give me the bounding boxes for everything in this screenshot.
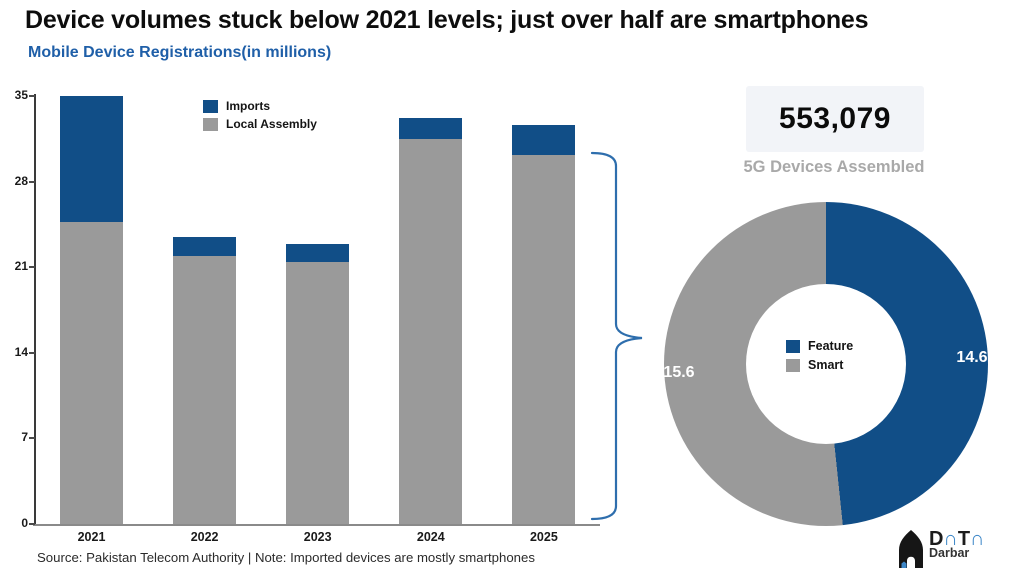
x-axis-label-2025: 2025	[529, 530, 558, 544]
logo-wordmark: D∩T∩	[929, 529, 985, 549]
logo-letter-t: T	[957, 528, 971, 550]
stat-value: 553,079	[779, 102, 891, 135]
bar-2023-local-assembly	[286, 262, 350, 524]
legend-row-feature: Feature	[786, 339, 853, 353]
imports-swatch	[203, 99, 218, 113]
local-assembly-swatch	[203, 117, 218, 131]
bar-2025-local-assembly	[512, 154, 576, 524]
bar-2023-imports	[286, 243, 350, 263]
bar-2024-imports	[399, 118, 463, 139]
bar-2021-local-assembly	[60, 221, 123, 524]
y-tick-label: 35	[14, 88, 28, 102]
y-axis	[34, 94, 36, 526]
source-note: Source: Pakistan Telecom Authority | Not…	[37, 550, 535, 565]
y-tick-label: 0	[21, 516, 28, 530]
bar-2022-local-assembly	[173, 256, 237, 524]
feature-value-label: 14.6	[956, 349, 988, 366]
bar-2022-imports	[173, 236, 237, 257]
bar-chart: 0 7 14 21 28 35 2021 2022 2023 2024 2025 Imports …	[14, 88, 600, 544]
y-tick-label: 28	[14, 173, 28, 188]
smart-legend-label: Smart	[808, 358, 844, 372]
imports-legend-label: Imports	[226, 99, 271, 113]
x-axis-label-2024: 2024	[416, 530, 445, 544]
stat-label: 5G Devices Assembled	[743, 158, 925, 176]
shrine-dome-icon	[899, 530, 923, 568]
x-axis-label-2023: 2023	[303, 530, 332, 544]
donut-hole	[746, 284, 906, 444]
bar-chart-legend: Imports Local Assembly	[203, 99, 317, 131]
y-tick-mark	[29, 95, 35, 97]
stat-box: 553,079	[746, 86, 924, 152]
x-axis	[33, 524, 600, 526]
logo-arch-icon: ∩	[943, 528, 958, 550]
page-title: Device volumes stuck below 2021 levels; …	[25, 6, 869, 34]
feature-legend-label: Feature	[808, 339, 854, 353]
smart-swatch	[786, 358, 800, 372]
x-axis-label-2022: 2022	[190, 530, 219, 544]
y-tick-mark	[29, 351, 35, 354]
donut-legend: Feature Smart	[786, 339, 853, 372]
donut-chart: 14.6 15.6 Feature Smart	[663, 202, 988, 526]
y-tick-mark	[29, 266, 35, 269]
logo-line2: Darbar	[929, 546, 970, 560]
bar-2024-local-assembly	[399, 138, 463, 524]
local-assembly-legend-label: Local Assembly	[226, 117, 317, 131]
y-tick-mark	[29, 437, 35, 440]
legend-row-local-assembly: Local Assembly	[203, 117, 317, 131]
y-tick-mark	[29, 523, 35, 525]
y-tick-mark	[29, 180, 35, 183]
bar-2021-imports	[60, 96, 123, 222]
logo-letter-d: D	[929, 528, 944, 550]
x-axis-label-2021: 2021	[77, 530, 106, 544]
bar-2025-imports	[512, 125, 576, 155]
y-tick-label: 7	[21, 430, 28, 445]
y-tick-label: 21	[14, 259, 28, 274]
legend-row-imports: Imports	[203, 99, 317, 113]
logo-arch-icon: ∩	[970, 528, 985, 550]
data-darbar-logo: D∩T∩ Darbar	[896, 529, 985, 569]
legend-row-smart: Smart	[786, 358, 853, 372]
y-tick-label: 14	[14, 344, 28, 359]
feature-swatch	[786, 339, 800, 353]
curly-brace-annotation	[590, 151, 643, 521]
chart-subtitle: Mobile Device Registrations(in millions)	[28, 44, 332, 61]
smart-value-label: 15.6	[663, 364, 695, 381]
